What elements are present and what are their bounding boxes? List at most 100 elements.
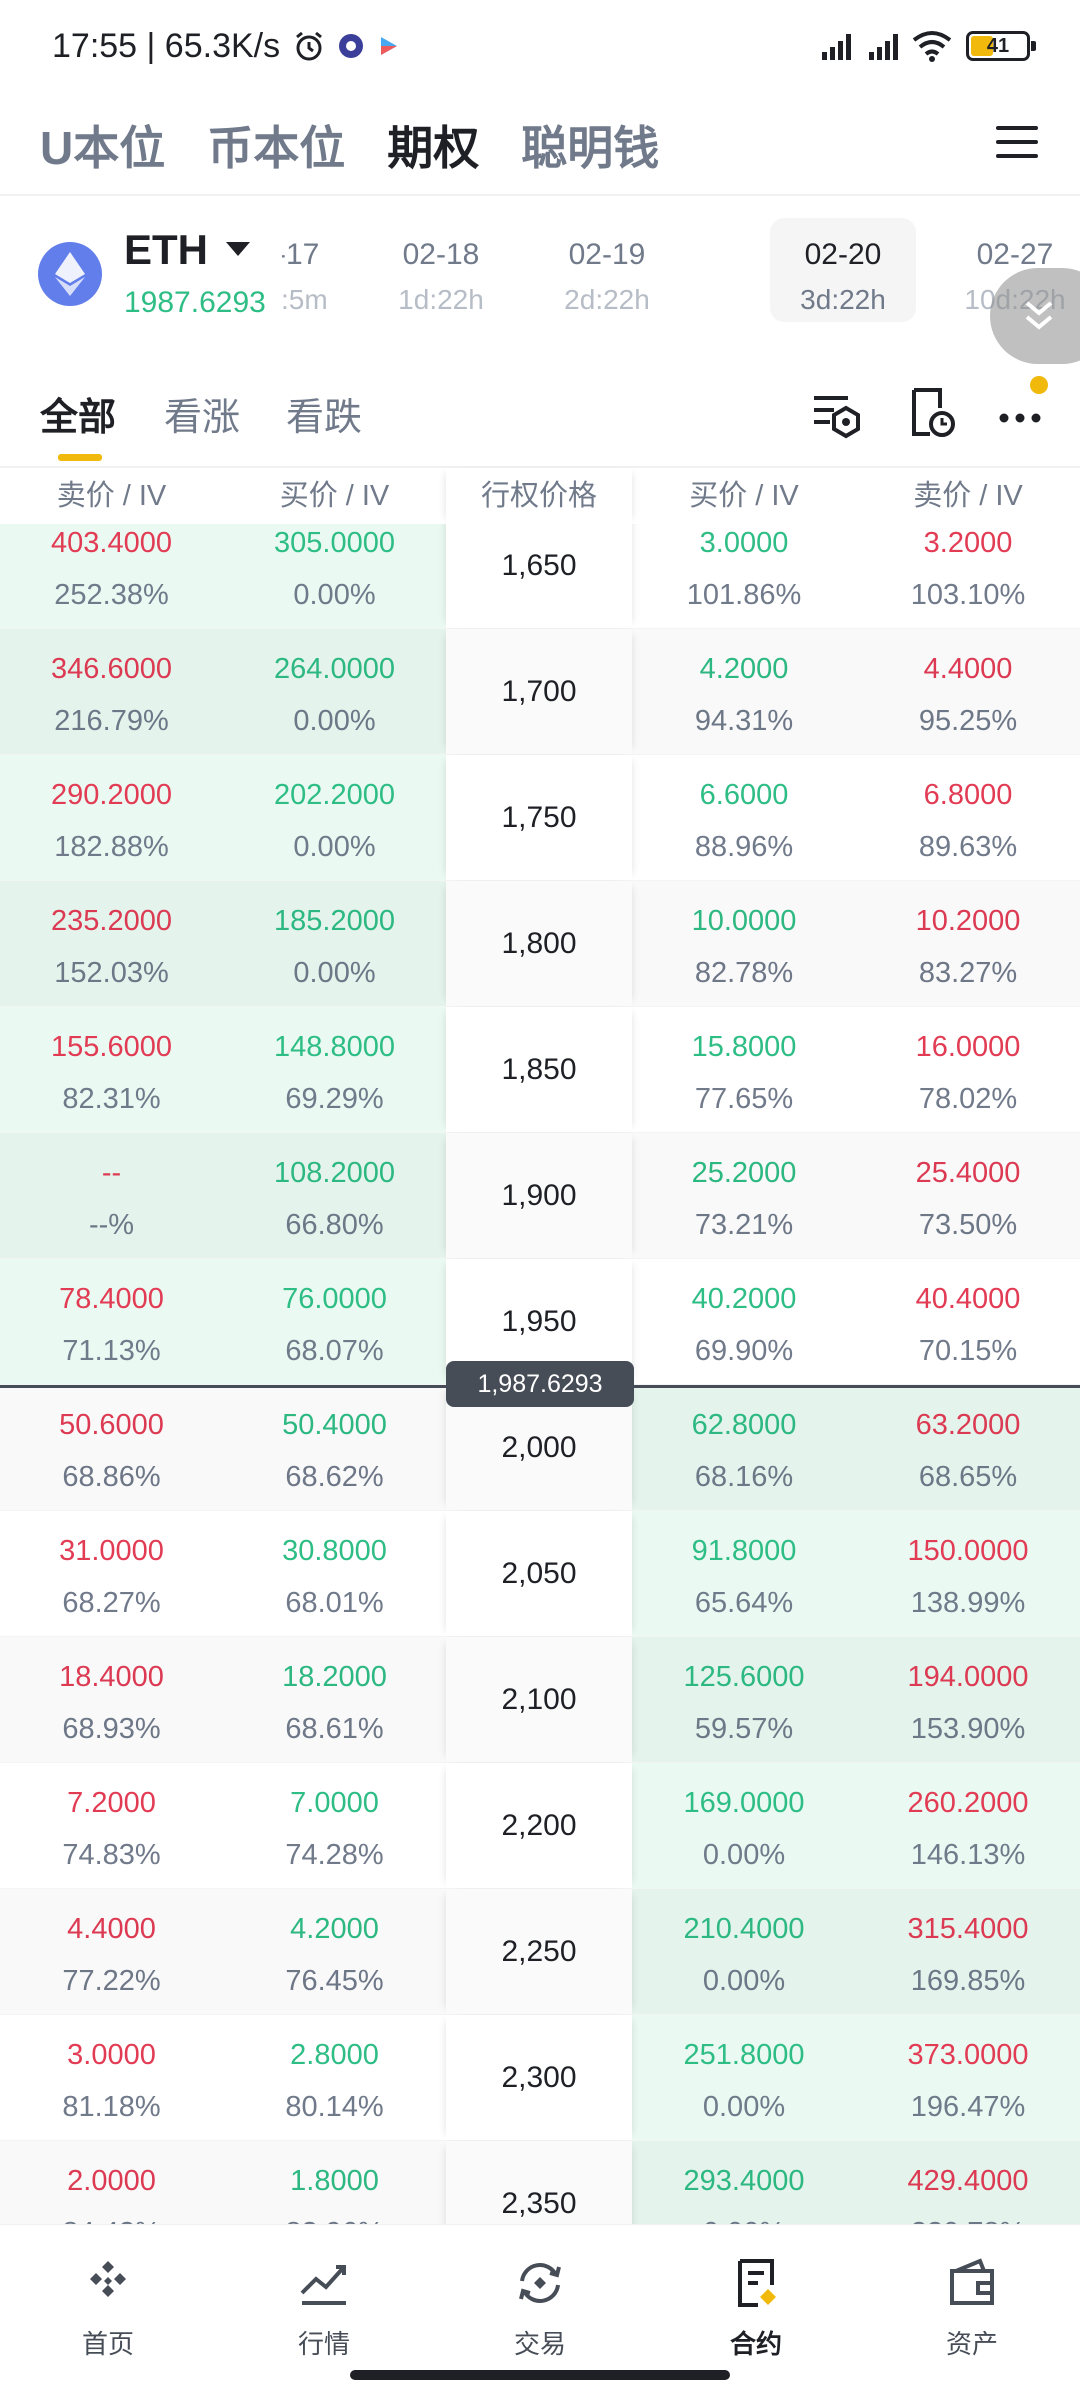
put-bid-cell[interactable]: 25.2000 73.21% <box>632 1133 856 1258</box>
put-ask-cell[interactable]: 315.4000 169.85% <box>856 1889 1080 2014</box>
put-ask-cell[interactable]: 150.0000 138.99% <box>856 1511 1080 1636</box>
filter-tab-calls[interactable]: 看涨 <box>164 397 241 439</box>
put-ask-cell[interactable]: 3.2000 103.10% <box>856 524 1080 628</box>
put-ask-cell[interactable]: 194.0000 153.90% <box>856 1637 1080 1762</box>
tab-coin-m[interactable]: 币本位 <box>207 122 346 174</box>
call-bid-cell[interactable]: 264.0000 0.00% <box>223 629 446 754</box>
put-bid-cell[interactable]: 15.8000 77.65% <box>632 1007 856 1132</box>
put-bid-cell[interactable]: 3.0000 101.86% <box>632 524 856 628</box>
put-bid-cell[interactable]: 62.8000 68.16% <box>632 1385 856 1510</box>
put-ask-cell-price: 194.0000 <box>907 1661 1029 1693</box>
put-bid-cell[interactable]: 6.6000 88.96% <box>632 755 856 880</box>
call-ask-cell[interactable]: 3.0000 81.18% <box>0 2015 223 2140</box>
put-bid-cell[interactable]: 251.8000 0.00% <box>632 2015 856 2140</box>
put-bid-cell[interactable]: 125.6000 59.57% <box>632 1637 856 1762</box>
put-bid-cell-price: 15.8000 <box>691 1031 797 1063</box>
call-bid-cell[interactable]: 2.8000 80.14% <box>223 2015 446 2140</box>
call-ask-cell[interactable]: 346.6000 216.79% <box>0 629 223 754</box>
call-ask-cell[interactable]: 78.4000 71.13% <box>0 1259 223 1384</box>
call-ask-cell[interactable]: 18.4000 68.93% <box>0 1637 223 1762</box>
put-bid-cell[interactable]: 210.4000 0.00% <box>632 1889 856 2014</box>
order-history-icon[interactable] <box>904 384 960 440</box>
table-row[interactable]: 235.2000 152.03% 185.2000 0.00% 1,800 10.0000… <box>0 881 1080 1007</box>
call-bid-cell[interactable]: 50.4000 68.62% <box>223 1385 446 1510</box>
nav-futures[interactable]: 合约 <box>648 2225 864 2400</box>
call-ask-cell[interactable]: 50.6000 68.86% <box>0 1385 223 1510</box>
table-row[interactable]: 346.6000 216.79% 264.0000 0.00% 1,700 4.2000 9… <box>0 629 1080 755</box>
put-ask-cell[interactable]: 373.0000 196.47% <box>856 2015 1080 2140</box>
put-bid-cell[interactable]: 4.2000 94.31% <box>632 629 856 754</box>
call-bid-cell[interactable]: 108.2000 66.80% <box>223 1133 446 1258</box>
call-bid-cell[interactable]: 1.8000 82.96% <box>223 2141 446 2224</box>
put-bid-cell[interactable]: 293.4000 0.00% <box>632 2141 856 2224</box>
expiry-date: 02-19 <box>568 238 646 271</box>
nav-trade[interactable]: 交易 <box>432 2225 648 2400</box>
put-bid-cell[interactable]: 10.0000 82.78% <box>632 881 856 1006</box>
tab-options[interactable]: 期权 <box>387 122 480 174</box>
put-ask-cell[interactable]: 10.2000 83.27% <box>856 881 1080 1006</box>
put-bid-cell[interactable]: 40.2000 69.90% <box>632 1259 856 1384</box>
table-row[interactable]: 7.2000 74.83% 7.0000 74.28% 2,200 169.0000 0.0… <box>0 1763 1080 1889</box>
table-row[interactable]: 3.0000 81.18% 2.8000 80.14% 2,300 251.8000 0.0… <box>0 2015 1080 2141</box>
asset-name[interactable]: ETH <box>124 226 208 273</box>
call-bid-cell-iv: 0.00% <box>293 579 376 611</box>
put-bid-cell[interactable]: 169.0000 0.00% <box>632 1763 856 1888</box>
call-ask-cell-price: 235.2000 <box>51 905 172 937</box>
table-row[interactable]: 4.4000 77.22% 4.2000 76.45% 2,250 210.4000 0.0… <box>0 1889 1080 2015</box>
call-bid-cell-price: 50.4000 <box>282 1409 387 1441</box>
expiry-item-active[interactable]: 02-20 3d:22h <box>770 218 916 322</box>
put-ask-cell[interactable]: 16.0000 78.02% <box>856 1007 1080 1132</box>
double-chevron-icon <box>1025 301 1053 330</box>
table-row[interactable]: 155.6000 82.31% 148.8000 69.29% 1,850 15.8000… <box>0 1007 1080 1133</box>
call-bid-cell[interactable]: 185.2000 0.00% <box>223 881 446 1006</box>
expiry-item[interactable]: 02-19 2d:22h <box>534 218 680 322</box>
call-ask-cell[interactable]: 31.0000 68.27% <box>0 1511 223 1636</box>
call-bid-cell[interactable]: 76.0000 68.07% <box>223 1259 446 1384</box>
call-ask-cell[interactable]: 2.0000 84.42% <box>0 2141 223 2224</box>
chevron-down-icon[interactable] <box>226 242 250 256</box>
put-ask-cell[interactable]: 260.2000 146.13% <box>856 1763 1080 1888</box>
put-ask-cell[interactable]: 429.4000 220.78% <box>856 2141 1080 2224</box>
call-ask-cell[interactable]: 7.2000 74.83% <box>0 1763 223 1888</box>
put-ask-cell[interactable]: 25.4000 73.50% <box>856 1133 1080 1258</box>
tab-smart-money[interactable]: 聪明钱 <box>521 122 660 174</box>
expiry-item[interactable]: 02-17 22h:5m <box>282 218 354 322</box>
put-ask-cell[interactable]: 6.8000 89.63% <box>856 755 1080 880</box>
more-icon[interactable] <box>994 384 1050 440</box>
put-ask-cell[interactable]: 40.4000 70.15% <box>856 1259 1080 1384</box>
call-bid-cell[interactable]: 305.0000 0.00% <box>223 524 446 628</box>
put-ask-cell[interactable]: 4.4000 95.25% <box>856 629 1080 754</box>
call-bid-cell[interactable]: 18.2000 68.61% <box>223 1637 446 1762</box>
nav-assets[interactable]: 资产 <box>864 2225 1080 2400</box>
filter-tab-puts[interactable]: 看跌 <box>286 397 363 439</box>
call-bid-cell[interactable]: 148.8000 69.29% <box>223 1007 446 1132</box>
table-row[interactable]: 403.4000 252.38% 305.0000 0.00% 1,650 3.0000 1… <box>0 524 1080 629</box>
table-row[interactable]: 290.2000 182.88% 202.2000 0.00% 1,750 6.6000 8… <box>0 755 1080 881</box>
call-ask-cell[interactable]: 4.4000 77.22% <box>0 1889 223 2014</box>
nav-markets[interactable]: 行情 <box>216 2225 432 2400</box>
menu-icon[interactable] <box>996 122 1038 162</box>
tab-usdt-m[interactable]: U本位 <box>40 122 166 174</box>
table-row[interactable]: -- --% 108.2000 66.80% 1,900 25.2000 73.21% 25.… <box>0 1133 1080 1259</box>
call-bid-cell-iv: 68.62% <box>285 1461 384 1493</box>
put-bid-cell[interactable]: 91.8000 65.64% <box>632 1511 856 1636</box>
table-row[interactable]: 18.4000 68.93% 18.2000 68.61% 2,100 125.6000 5… <box>0 1637 1080 1763</box>
expiry-item[interactable]: 02-18 1d:22h <box>368 218 514 322</box>
call-ask-cell[interactable]: 155.6000 82.31% <box>0 1007 223 1132</box>
table-row[interactable]: 31.0000 68.27% 30.8000 68.01% 2,050 91.8000 65… <box>0 1511 1080 1637</box>
call-ask-cell[interactable]: 235.2000 152.03% <box>0 881 223 1006</box>
call-bid-cell[interactable]: 7.0000 74.28% <box>223 1763 446 1888</box>
nav-home[interactable]: 首页 <box>0 2225 216 2400</box>
call-bid-cell[interactable]: 30.8000 68.01% <box>223 1511 446 1636</box>
table-row[interactable]: 2.0000 84.42% 1.8000 82.96%2,350 293.4000 0.0… <box>0 2141 1080 2224</box>
call-ask-cell[interactable]: 403.4000 252.38% <box>0 524 223 628</box>
call-ask-cell[interactable]: -- --% <box>0 1133 223 1258</box>
column-settings-icon[interactable] <box>808 384 864 440</box>
call-ask-cell[interactable]: 290.2000 182.88% <box>0 755 223 880</box>
table-row[interactable]: 50.6000 68.86% 50.4000 68.62% 2,000 62.8000 68… <box>0 1361 1080 1511</box>
call-bid-cell[interactable]: 202.2000 0.00% <box>223 755 446 880</box>
filter-tab-all[interactable]: 全部 <box>40 397 117 439</box>
floating-collapse-button[interactable] <box>990 268 1080 364</box>
call-bid-cell[interactable]: 4.2000 76.45% <box>223 1889 446 2014</box>
put-ask-cell[interactable]: 63.2000 68.65% <box>856 1385 1080 1510</box>
